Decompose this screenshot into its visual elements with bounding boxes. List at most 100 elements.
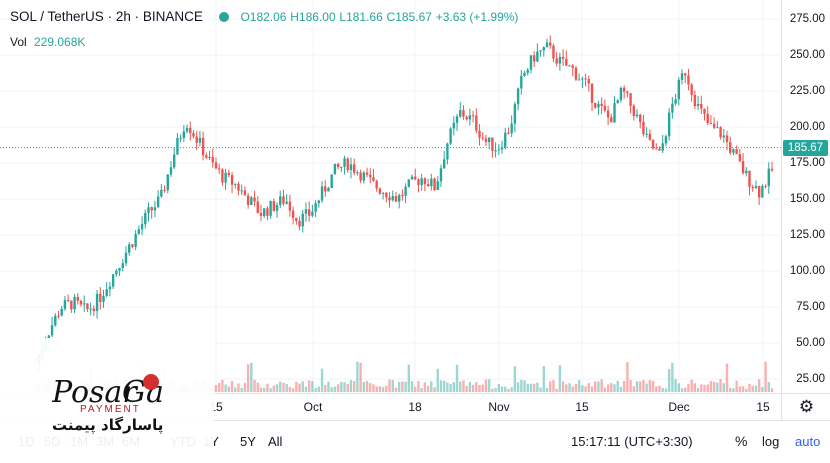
interval-label[interactable]: 2h: [115, 9, 131, 24]
candle-body: [539, 50, 542, 52]
candle-body: [346, 158, 349, 171]
symbol-name[interactable]: SOL / TetherUS: [10, 9, 104, 24]
range-button-5y[interactable]: 5Y: [240, 434, 256, 449]
volume-bar: [336, 384, 340, 392]
candle-body: [487, 137, 491, 143]
candle-body: [70, 300, 73, 310]
auto-scale-button[interactable]: auto: [795, 434, 821, 449]
volume-bar: [639, 381, 642, 392]
volume-bar: [574, 383, 578, 392]
candle-body: [137, 229, 141, 234]
volume-bar: [214, 385, 218, 392]
volume-bar: [706, 384, 709, 392]
candle-body: [63, 300, 67, 309]
volume-bar: [471, 384, 475, 392]
time-axis[interactable]: 15 Oct 18 Nov 15 Dec 15: [0, 393, 781, 420]
candle-body: [462, 110, 465, 117]
candle-body: [92, 308, 96, 312]
volume-bar: [581, 385, 584, 392]
candle-body: [317, 200, 321, 204]
price-tick-label: 175.00: [789, 157, 825, 169]
candle-body: [616, 100, 619, 104]
percent-scale-button[interactable]: %: [735, 433, 748, 449]
volume-bar: [426, 385, 430, 392]
candle-body: [722, 135, 725, 138]
legend-separator: ·: [134, 9, 140, 24]
candle-body: [50, 325, 54, 336]
volume-bar: [330, 387, 333, 392]
candle-body: [571, 65, 574, 68]
volume-bar: [700, 384, 703, 392]
volume-bar: [629, 379, 632, 392]
candle-body: [622, 87, 626, 92]
candle-body: [160, 189, 163, 197]
candle-body: [529, 55, 533, 70]
volume-bar: [658, 385, 661, 392]
candle-body: [79, 300, 83, 305]
candlestick-chart[interactable]: [0, 0, 781, 393]
candle-body: [272, 201, 276, 211]
volume-bar: [616, 380, 619, 392]
candle-body: [439, 168, 443, 182]
clock[interactable]: 15:17:11 (UTC+3:30): [571, 434, 693, 449]
volume-bar: [414, 386, 417, 392]
candle-body: [590, 83, 594, 103]
volume-bar: [349, 380, 353, 392]
candle-body: [626, 91, 629, 94]
volume-bar: [256, 382, 259, 392]
candle-body: [719, 127, 722, 138]
posargad-logo-icon: Posar Gad: [52, 374, 162, 410]
market-status-icon: [218, 12, 229, 22]
candle-body: [761, 185, 764, 198]
volume-bar: [279, 381, 282, 392]
candle-body: [301, 213, 304, 227]
volume-bar: [738, 386, 742, 392]
candle-body: [677, 79, 680, 100]
candle-body: [230, 175, 234, 185]
candle-body: [147, 207, 150, 214]
candle-body: [327, 188, 330, 192]
candle-body: [661, 143, 664, 151]
volume-bar: [246, 364, 250, 392]
candle-body: [246, 195, 250, 205]
candle-body: [600, 103, 603, 106]
candle-body: [648, 133, 652, 140]
time-tick-label: Dec: [668, 400, 690, 414]
range-button-all[interactable]: All: [268, 434, 283, 449]
candle-body: [266, 208, 269, 216]
candle-body: [632, 105, 635, 117]
volume-bar: [500, 386, 504, 392]
volume-value: 229.068K: [34, 35, 86, 49]
volume-bar: [459, 381, 462, 392]
candle-body: [298, 220, 301, 227]
volume-bar: [468, 382, 472, 392]
volume-bar: [597, 381, 600, 392]
candle-body: [709, 123, 713, 125]
volume-bar: [320, 368, 324, 392]
volume-bar: [606, 384, 610, 392]
candle-body: [189, 127, 192, 134]
volume-bar: [295, 381, 298, 392]
candle-body: [526, 69, 529, 73]
candle-body: [314, 203, 317, 212]
volume-bar: [269, 388, 272, 392]
candle-body: [712, 123, 716, 128]
candle-body: [401, 195, 404, 197]
candle-body: [282, 196, 285, 204]
candle-body: [224, 172, 227, 183]
volume-bar: [526, 383, 529, 392]
candle-body: [481, 137, 484, 139]
volume-bar: [372, 384, 375, 392]
candle-body: [655, 148, 658, 150]
candle-body: [234, 183, 237, 185]
volume-bar: [494, 388, 497, 392]
price-axis[interactable]: 275.00 250.00 225.00 200.00 175.00 150.00 125.…: [781, 0, 830, 393]
chart-area[interactable]: [0, 0, 781, 393]
log-scale-button[interactable]: log: [762, 434, 780, 449]
candle-body: [770, 168, 774, 171]
candle-body: [356, 172, 359, 174]
candle-body: [243, 190, 247, 196]
candle-body: [667, 112, 671, 137]
volume-bar: [507, 388, 510, 392]
gear-icon[interactable]: ⚙: [781, 393, 830, 420]
